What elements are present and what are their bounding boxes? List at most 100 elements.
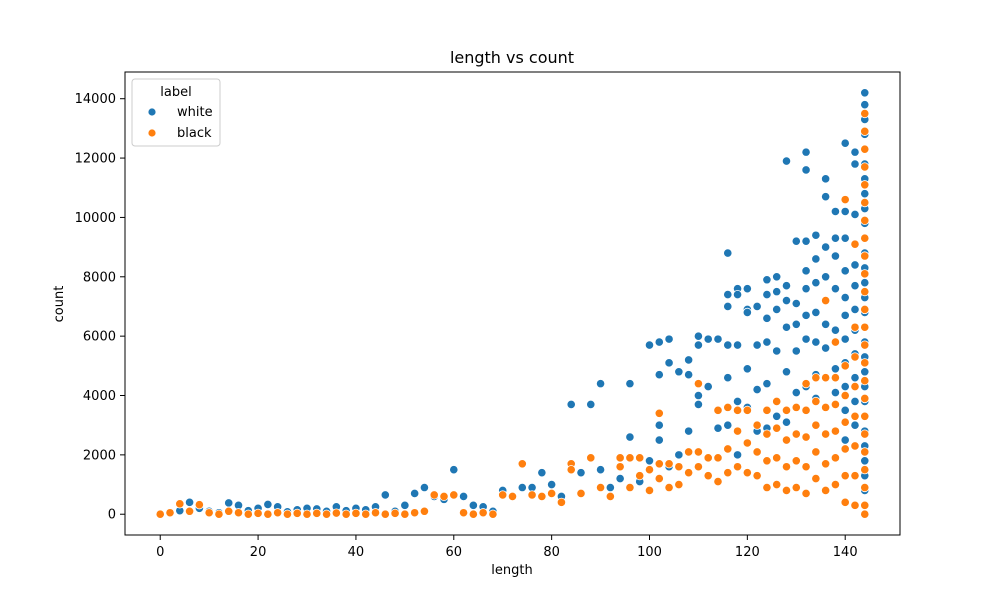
data-point-black [693,379,704,389]
data-point-white [703,381,713,392]
data-point-white [732,396,743,407]
data-point-white [684,370,694,380]
data-point-black [713,476,723,487]
data-point-black [850,352,860,362]
data-point-black [762,456,772,466]
data-point-white [684,426,694,436]
data-point-white [644,340,655,350]
data-point-white [693,340,704,350]
data-point-white [644,456,655,466]
data-point-black [703,471,713,481]
data-point-black [850,471,860,481]
data-point-white [781,281,792,291]
x-tick-label: 140 [833,545,858,560]
y-tick-label: 2000 [83,448,116,463]
data-point-black [331,508,341,518]
data-point-black [507,491,518,502]
data-point-black [860,197,870,208]
data-point-black [860,233,870,243]
legend-title: label [160,85,191,100]
data-point-white [801,147,811,157]
data-point-black [762,482,772,493]
data-point-white [732,340,743,350]
data-point-black [821,295,831,306]
data-point-white [801,310,811,320]
data-point-white [850,260,860,270]
data-point-black [615,453,625,463]
data-point-black [840,417,850,427]
data-point-black [860,465,870,475]
data-point-black [860,269,870,279]
data-point-black [644,465,655,475]
data-point-white [517,482,527,493]
series-black [155,108,870,519]
data-point-black [840,361,850,371]
data-point-white [693,331,704,341]
data-point-white [762,289,772,300]
data-point-black [742,468,752,478]
data-point-black [850,411,860,421]
data-point-black [312,508,322,518]
data-point-white [762,313,772,323]
data-point-white [811,337,821,347]
data-point-black [654,459,664,469]
x-tick-label: 80 [543,545,560,560]
data-point-white [224,498,234,508]
data-point-black [693,447,704,457]
data-point-black [850,441,860,451]
data-point-white [595,465,606,475]
data-point-black [781,405,792,415]
data-point-black [860,393,870,404]
data-point-white [752,340,762,350]
data-point-white [263,499,273,510]
data-point-white [821,192,831,202]
data-point-white [674,450,684,460]
data-point-black [860,429,870,439]
data-point-white [791,236,801,246]
data-point-white [781,156,792,166]
data-point-black [781,462,792,472]
legend-label-white: white [177,105,213,120]
data-point-black [684,468,694,478]
data-point-black [654,408,664,418]
data-point-black [850,500,860,510]
data-point-white [674,367,684,377]
plot-frame [124,71,901,536]
data-point-black [830,399,841,410]
data-point-white [723,340,733,350]
data-point-white [742,364,752,374]
data-point-white [840,405,850,415]
data-point-white [654,337,664,347]
data-point-white [762,337,772,347]
data-point-white [781,295,792,306]
data-point-black [801,462,811,472]
data-point-white [850,373,860,383]
data-point-white [840,138,850,148]
data-point-white [840,206,850,217]
data-point-white [605,482,615,493]
data-point-black [772,423,782,433]
data-point-black [860,411,870,421]
data-point-white [400,500,410,510]
data-point-black [791,402,801,412]
y-axis-ticks: 0 2000 4000 6000 8000 10000 12000 14000 [75,92,125,523]
data-point-white [723,248,733,258]
data-point-white [547,479,557,490]
data-point-white [791,387,801,398]
data-point-white [850,281,860,291]
data-point-white [772,287,782,297]
data-point-white [713,423,723,433]
data-point-black [547,488,557,499]
data-point-black [732,426,743,436]
data-point-black [811,474,821,484]
data-point-black [860,126,870,136]
data-point-white [860,278,870,288]
data-point-black [821,485,831,496]
data-point-white [713,334,723,344]
data-point-black [478,508,488,518]
series-white [155,88,870,519]
data-point-black [204,508,214,518]
data-point-white [468,500,478,510]
data-point-white [850,304,860,315]
data-point-black [860,322,870,332]
